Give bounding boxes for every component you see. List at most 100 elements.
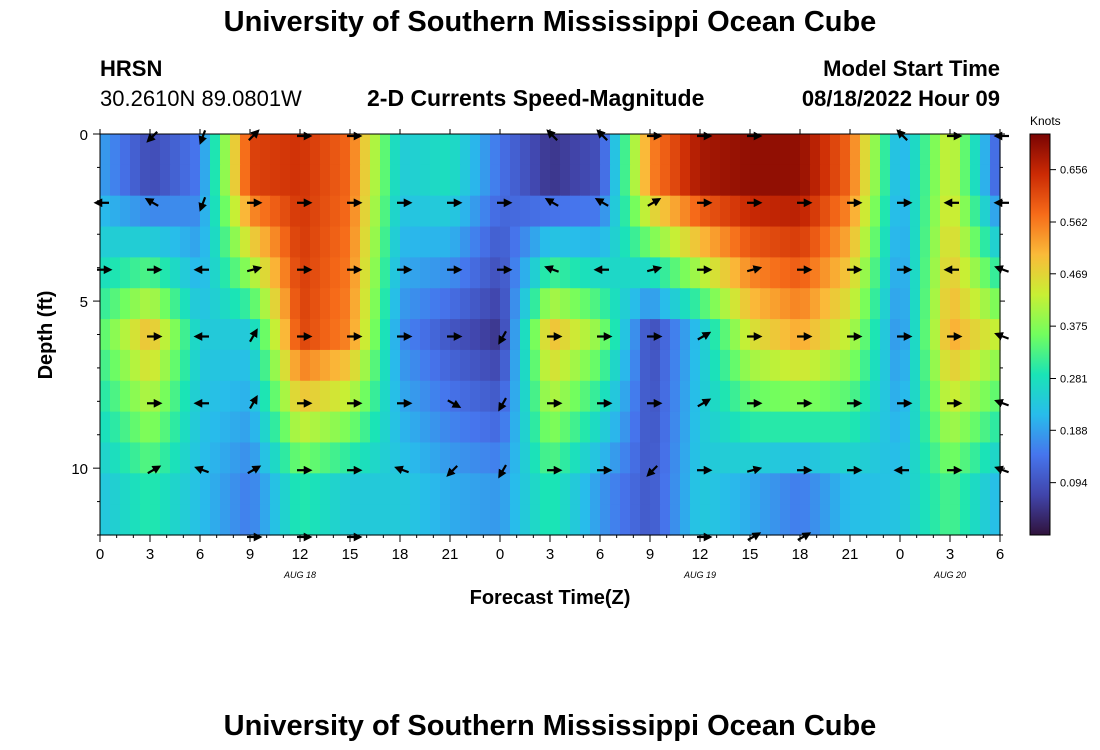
heatmap-cell [440,349,451,382]
heatmap-cell [700,288,711,320]
heatmap-cell [300,504,311,536]
heatmap-cell [500,473,511,505]
heatmap-cell [330,473,341,505]
heatmap-cell [840,473,851,505]
heatmap-cell [520,319,531,351]
heatmap-cell [580,195,591,228]
colorbar: Knots 0.094 0.188 0.281 0.375 0.469 0.562 0.65… [1029,114,1088,536]
heatmap-cell [660,380,671,413]
heatmap-cell [800,257,811,289]
heatmap-cell [330,349,341,382]
heatmap-cell [250,288,261,320]
model-start-label: Model Start Time [823,56,1000,81]
heatmap-cell [160,442,171,474]
heatmap-cell [630,226,641,258]
colorbar-tick-label: 0.375 [1060,321,1088,333]
heatmap-cell [180,411,191,444]
current-vector-arrow [498,397,507,412]
heatmap-cell [820,195,831,228]
heatmap-cell [890,442,901,474]
heatmap-cell [500,226,511,258]
heatmap-cell [990,504,1001,536]
heatmap-cell [210,164,221,197]
heatmap-cell [350,319,361,351]
heatmap-cell [900,411,911,444]
heatmap-cell [720,349,731,382]
heatmap-cell [870,226,881,258]
heatmap-cell [220,134,231,166]
heatmap-cell [960,319,971,351]
heatmap-cell [880,504,891,536]
heatmap-cell [460,473,471,505]
heatmap-cell [970,257,981,289]
heatmap-cell [150,319,161,351]
heatmap-cell [170,411,181,444]
heatmap-cell [280,195,291,228]
heatmap-cell [300,134,311,166]
heatmap-cell [700,349,711,382]
heatmap-cell [930,164,941,197]
heatmap-cell [360,473,371,505]
heatmap-cell [470,473,481,505]
heatmap-cell [990,349,1001,382]
heatmap-cell [620,349,631,382]
heatmap-cell [400,195,411,228]
heatmap-cell [340,504,351,536]
heatmap-cell [920,195,931,228]
heatmap-cell [940,257,951,289]
heatmap-cell [830,411,841,444]
heatmap-cell [330,442,341,474]
heatmap-cell [770,504,781,536]
heatmap-cell [960,504,971,536]
heatmap-cell [750,349,761,382]
heatmap-cell [770,257,781,289]
current-vector-arrow [594,198,609,207]
heatmap-cell [470,349,481,382]
heatmap-cell [410,504,421,536]
heatmap-cell [650,226,661,258]
heatmap-cell [800,288,811,320]
heatmap-cell [340,226,351,258]
heatmap-cell [320,226,331,258]
heatmap-cell [110,319,121,351]
heatmap-cell [680,226,691,258]
heatmap-cell [980,288,991,320]
heatmap-cell [550,134,561,166]
heatmap-cell [420,288,431,320]
heatmap-cell [400,411,411,444]
x-tick-label: 6 [196,546,204,563]
heatmap-cell [490,349,501,382]
heatmap-cell [350,380,361,413]
heatmap-cell [390,195,401,228]
heatmap-cell [160,134,171,166]
heatmap-cell [550,411,561,444]
heatmap-cell [130,473,141,505]
heatmap-cell [970,349,981,382]
heatmap-cell [930,411,941,444]
heatmap-cell [740,226,751,258]
heatmap-cell [740,349,751,382]
heatmap-cell [770,473,781,505]
heatmap-cell [510,134,521,166]
heatmap-cell [730,380,741,413]
heatmap-cell [920,134,931,166]
heatmap-cell [780,226,791,258]
heatmap-cell [220,195,231,228]
heatmap-cell [570,319,581,351]
heatmap-cell [210,504,221,536]
heatmap-cell [850,473,861,505]
heatmap-cell [970,195,981,228]
heatmap-cell [240,134,251,166]
heatmap-cell [760,134,771,166]
heatmap-cell [870,195,881,228]
heatmap-cell [390,164,401,197]
heatmap-cell [450,319,461,351]
heatmap-cell [610,164,621,197]
heatmap-cell [640,411,651,444]
heatmap-cell [450,442,461,474]
current-vector-arrow [544,265,559,274]
heatmap-cell [310,319,321,351]
current-vector-arrow [147,465,162,475]
heatmap-cell [230,319,241,351]
heatmap-cell [230,195,241,228]
